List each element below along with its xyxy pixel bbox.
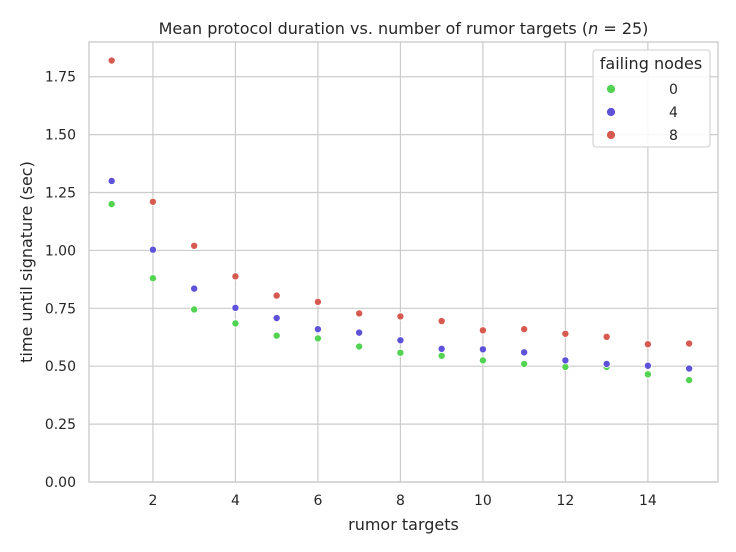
y-tick-label: 1.00 [45, 243, 76, 259]
data-point [107, 200, 116, 209]
data-point [272, 291, 281, 300]
data-point [148, 197, 157, 206]
data-point [520, 325, 529, 334]
data-point [190, 241, 199, 250]
data-point [478, 326, 487, 335]
data-point [561, 329, 570, 338]
legend-marker [606, 84, 616, 94]
y-tick-label: 0.75 [45, 301, 76, 317]
x-tick-label: 12 [556, 493, 574, 509]
data-point [313, 297, 322, 306]
x-tick-label: 6 [313, 493, 322, 509]
data-point [231, 303, 240, 312]
y-tick-label: 1.50 [45, 128, 76, 144]
series-4 [107, 176, 694, 373]
legend-label: 0 [669, 82, 678, 98]
data-point [643, 370, 652, 379]
series-0 [107, 200, 694, 385]
legend-marker [606, 130, 616, 140]
data-point [685, 376, 694, 385]
data-point [602, 359, 611, 368]
data-point [602, 332, 611, 341]
chart-title: Mean protocol duration vs. number of rum… [159, 19, 649, 38]
y-axis-label: time until signature (sec) [17, 161, 36, 363]
data-point [355, 328, 364, 337]
data-point [107, 176, 116, 185]
x-tick-label: 10 [474, 493, 492, 509]
y-tick-label: 0.00 [45, 475, 76, 491]
x-axis-label: rumor targets [348, 515, 459, 534]
legend-title: failing nodes [600, 54, 702, 73]
data-point [148, 274, 157, 283]
y-tick-label: 1.25 [45, 186, 76, 202]
data-point [148, 245, 157, 254]
data-point [478, 356, 487, 365]
data-point [561, 356, 570, 365]
data-point [685, 364, 694, 373]
legend: failing nodes 0 4 8 [592, 49, 711, 148]
x-tick-label: 8 [396, 493, 405, 509]
data-point [272, 331, 281, 340]
data-point [231, 319, 240, 328]
data-point [643, 340, 652, 349]
data-point [355, 342, 364, 351]
data-point [396, 348, 405, 357]
series-8 [107, 56, 694, 349]
data-point [355, 309, 364, 318]
data-point [437, 317, 446, 326]
data-point [313, 334, 322, 343]
data-point [190, 305, 199, 314]
data-point [396, 336, 405, 345]
data-point [685, 339, 694, 348]
legend-marker [606, 107, 616, 117]
x-tick-label: 2 [148, 493, 157, 509]
legend-label: 4 [669, 105, 678, 121]
y-tick-label: 0.25 [45, 417, 76, 433]
legend-label: 8 [669, 128, 678, 144]
data-point [437, 344, 446, 353]
data-point [396, 312, 405, 321]
legend-box [592, 49, 711, 148]
tick-labels: 2 4 6 8 10 12 14 0.00 0.25 0.50 0.75 1.00 1.25 1.50 1.… [45, 70, 657, 509]
y-tick-label: 1.75 [45, 70, 76, 86]
y-tick-label: 0.50 [45, 359, 76, 375]
x-tick-label: 14 [639, 493, 657, 509]
data-point [478, 345, 487, 354]
x-tick-label: 4 [231, 493, 240, 509]
data-point [643, 361, 652, 370]
data-points [107, 56, 694, 385]
data-point [190, 284, 199, 293]
plot-frame [88, 41, 719, 483]
data-point [520, 348, 529, 357]
data-point [272, 314, 281, 323]
data-point [437, 351, 446, 360]
data-point [231, 272, 240, 281]
data-point [107, 56, 116, 65]
data-point [313, 325, 322, 334]
data-point [520, 359, 529, 368]
